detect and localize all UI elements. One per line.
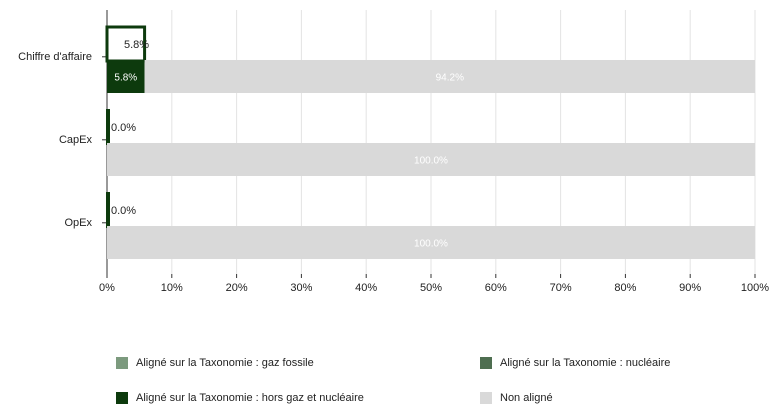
upper-bar-value-label: 0.0% [111, 122, 136, 134]
x-tick-label: 100% [741, 282, 769, 294]
category-label: CapEx [59, 134, 93, 146]
upper-bar-outline [106, 192, 110, 228]
x-tick-label: 30% [290, 282, 312, 294]
stacked-bar-segment [107, 60, 145, 93]
stacked-bar-value-label: 5.8% [114, 73, 137, 84]
upper-bar-value-label: 0.0% [111, 205, 136, 217]
x-tick-label: 80% [614, 282, 636, 294]
x-tick-label: 90% [679, 282, 701, 294]
category-label: Chiffre d'affaire [18, 51, 92, 63]
upper-bar-outline [106, 109, 110, 145]
upper-bar-outline [105, 25, 147, 63]
stacked-bar-value-label: 100.0% [414, 156, 448, 167]
category-label: OpEx [64, 217, 92, 229]
stacked-bar-segment [107, 143, 755, 176]
upper-bar-value-label: 5.8% [124, 39, 149, 51]
x-tick-label: 20% [226, 282, 248, 294]
x-tick-label: 10% [161, 282, 183, 294]
stacked-bar-segment [144, 60, 756, 93]
x-tick-label: 70% [550, 282, 572, 294]
x-tick-label: 60% [485, 282, 507, 294]
stacked-bar-value-label: 100.0% [414, 239, 448, 250]
x-tick-label: 40% [355, 282, 377, 294]
x-tick-label: 0% [99, 282, 115, 294]
x-tick-label: 50% [420, 282, 442, 294]
stacked-bar-segment [107, 226, 755, 259]
stacked-bar-value-label: 94.2% [436, 73, 464, 84]
